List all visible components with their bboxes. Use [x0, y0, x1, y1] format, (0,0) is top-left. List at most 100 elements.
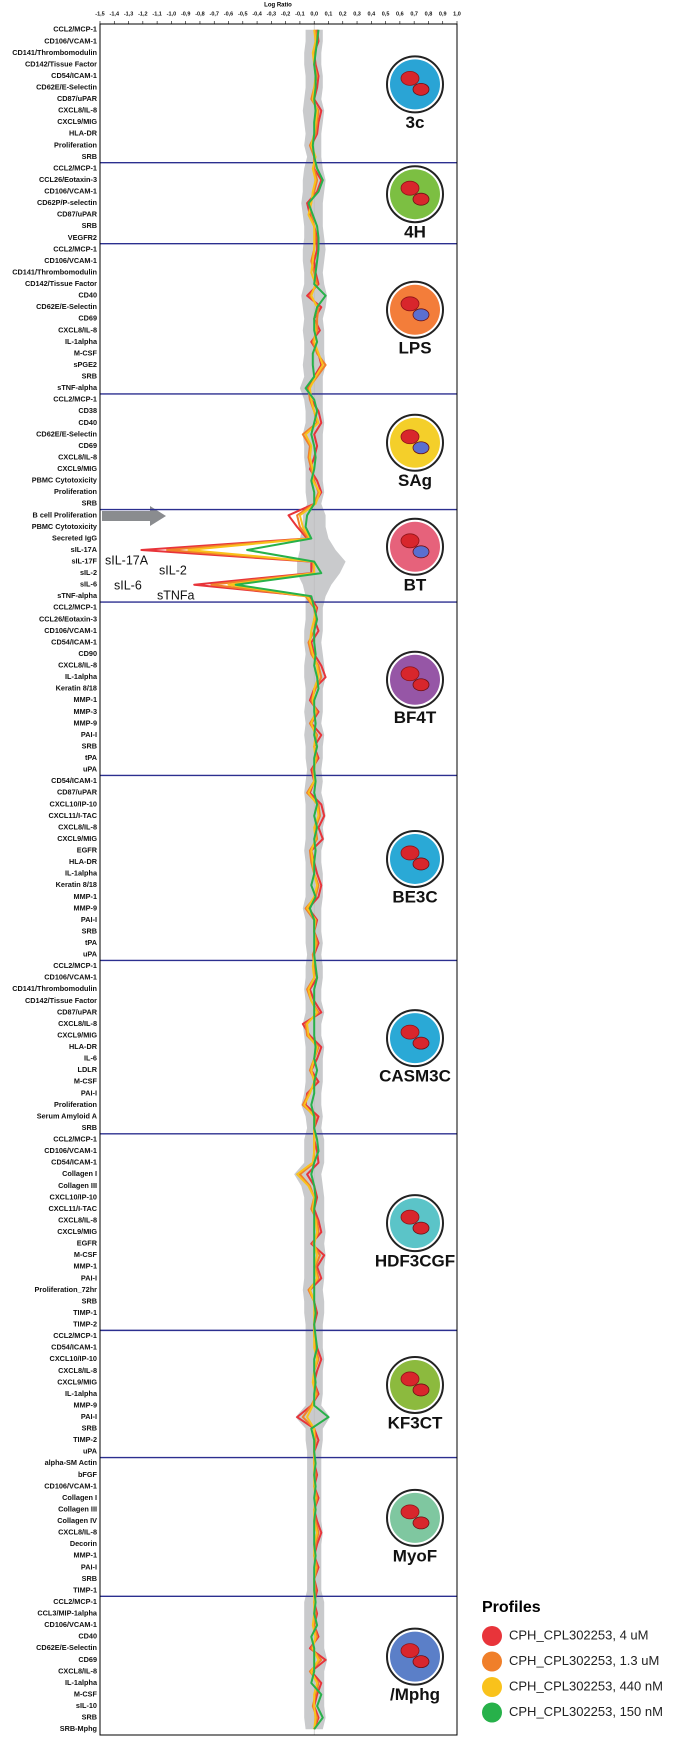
category-label: CCL2/MCP-1: [53, 244, 97, 253]
category-label: SRB: [82, 1123, 97, 1132]
icon-cell: [400, 1209, 420, 1225]
icon-cell: [412, 192, 430, 206]
category-label: M-CSF: [74, 1689, 98, 1698]
category-label: M-CSF: [74, 348, 98, 357]
category-label: CD69: [78, 441, 97, 450]
category-label: EGFR: [77, 1239, 98, 1248]
category-label: CD54/ICAM-1: [51, 637, 97, 646]
category-label: CXCL8/IL-8: [58, 1215, 97, 1224]
category-label: PAI-I: [81, 1088, 97, 1097]
category-label: uPA: [83, 765, 98, 774]
panel-icon: [386, 1355, 444, 1414]
x-tick-label: -1,5: [95, 11, 104, 17]
icon-cell: [412, 1655, 430, 1669]
category-label: CXCL8/IL-8: [58, 1366, 97, 1375]
category-label: CD40: [78, 291, 97, 300]
category-label: CXCL8/IL-8: [58, 106, 97, 115]
category-label: CD87/uPAR: [57, 1007, 98, 1016]
panel-icon: [386, 165, 444, 224]
x-axis-title: Log Ratio: [264, 3, 292, 9]
category-label: CD141/Thrombomodulin: [12, 48, 97, 57]
category-label: B cell Proliferation: [33, 510, 97, 519]
x-tick-label: -1,1: [152, 11, 161, 17]
x-tick-label: -0,5: [238, 11, 247, 17]
icon-cell: [400, 70, 420, 86]
category-label: CD38: [78, 406, 97, 415]
category-label: VEGFR2: [68, 233, 97, 242]
category-label: alpha-SM Actin: [45, 1458, 97, 1467]
category-label: CXCL10/IP-10: [50, 1192, 97, 1201]
panel-icon: [386, 1627, 444, 1686]
icon-cell: [400, 1643, 420, 1659]
panel-name: HDF3CGF: [375, 1252, 455, 1271]
category-label: tPA: [85, 753, 98, 762]
category-label: CCL26/Eotaxin-3: [39, 175, 97, 184]
category-label: CXCL9/MIG: [57, 1377, 97, 1386]
panel-name: CASM3C: [379, 1067, 451, 1086]
legend-swatch: [482, 1651, 502, 1672]
panel-name: KF3CT: [388, 1413, 443, 1432]
icon-cell: [400, 1371, 420, 1387]
icon-cell: [412, 857, 430, 871]
category-label: PAI-I: [81, 915, 97, 924]
category-label: uPA: [83, 950, 98, 959]
category-label: CXCL9/MIG: [57, 834, 97, 843]
legend-swatch: [482, 1626, 502, 1646]
category-label: CXCL8/IL-8: [58, 822, 97, 831]
x-tick-label: -0,2: [281, 11, 290, 17]
category-label: Proliferation: [54, 487, 97, 496]
category-label: IL-6: [84, 1054, 97, 1063]
category-label: CXCL9/MIG: [57, 1227, 97, 1236]
category-label: CXCL10/IP-10: [50, 799, 97, 808]
category-label: Collagen IV: [57, 1516, 97, 1525]
category-label: CD87/uPAR: [57, 94, 98, 103]
category-label: CCL2/MCP-1: [53, 603, 97, 612]
panel-name: 4H: [404, 223, 426, 242]
category-label: MMP-9: [73, 903, 97, 912]
legend-label: CPH_CPL302253, 150 nM: [509, 1704, 663, 1719]
category-label: SRB: [82, 926, 97, 935]
category-label: CD142/Tissue Factor: [25, 59, 97, 68]
category-label: CD62E/E-Selectin: [36, 1643, 97, 1652]
annotation: sTNFa: [157, 588, 195, 602]
icon-cell: [412, 678, 430, 692]
panel-icon: [386, 55, 444, 114]
panel-icon: [386, 829, 444, 888]
category-label: IL-1alpha: [65, 1389, 98, 1398]
category-label: Proliferation: [54, 1100, 97, 1109]
category-label: CXCL8/IL-8: [58, 325, 97, 334]
x-tick-label: -1,0: [167, 11, 176, 17]
series-line: [166, 29, 327, 1730]
category-label: CD142/Tissue Factor: [25, 996, 97, 1005]
category-label: CCL2/MCP-1: [53, 163, 97, 172]
legend-label: CPH_CPL302253, 4 uM: [509, 1627, 648, 1642]
x-tick-label: -1,3: [124, 11, 133, 17]
category-label: PBMC Cytotoxicity: [32, 522, 98, 531]
category-label: IL-1alpha: [65, 1678, 98, 1687]
category-label: Collagen I: [62, 1169, 97, 1178]
category-label: CXCL8/IL-8: [58, 661, 97, 670]
category-label: CD141/Thrombomodulin: [12, 984, 97, 993]
category-label: CD106/VCAM-1: [44, 973, 97, 982]
panel-icon: [386, 1009, 444, 1068]
category-label: PAI-I: [81, 1562, 97, 1571]
category-label: TIMP-1: [73, 1308, 97, 1317]
x-tick-label: -0,3: [267, 11, 276, 17]
category-label: MMP-1: [73, 1262, 97, 1271]
category-label: CD87/uPAR: [57, 788, 98, 797]
category-label: CCL2/MCP-1: [53, 1331, 97, 1340]
category-label: CD106/VCAM-1: [44, 1481, 97, 1490]
category-label: PAI-I: [81, 1412, 97, 1421]
category-label: SRB: [82, 499, 97, 508]
category-label: CD87/uPAR: [57, 210, 98, 219]
category-label: CCL2/MCP-1: [53, 395, 97, 404]
category-label: CCL2/MCP-1: [53, 25, 97, 34]
category-label: CCL26/Eotaxin-3: [39, 614, 97, 623]
icon-cell: [400, 1024, 420, 1040]
category-label: CD69: [78, 314, 97, 323]
category-label: MMP-3: [73, 707, 97, 716]
category-label: PAI-I: [81, 1273, 97, 1282]
icon-cell: [400, 533, 420, 549]
category-label: CCL2/MCP-1: [53, 1135, 97, 1144]
